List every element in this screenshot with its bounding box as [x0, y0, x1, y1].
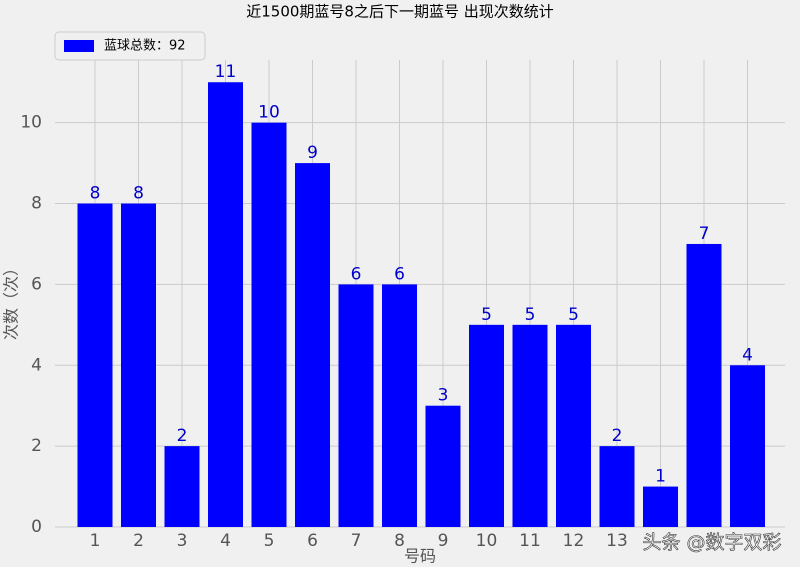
y-tick-label: 4 [31, 355, 42, 375]
legend-box [54, 31, 206, 61]
x-tick-label: 11 [519, 531, 541, 551]
bar [730, 365, 765, 527]
bar [77, 203, 113, 527]
watermark: 头条 @数字双彩 [642, 532, 781, 554]
y-tick-label: 2 [31, 436, 42, 456]
chart-title: 近1500期蓝号8之后下一期蓝号 出现次数统计 [246, 3, 554, 21]
value-label: 5 [481, 305, 492, 325]
x-tick-label: 13 [606, 531, 628, 551]
bar [338, 284, 374, 527]
x-tick-label: 3 [177, 531, 188, 551]
bars: 8 8 2 11 10 9 6 6 3 5 5 5 2 1 7 4 [77, 62, 765, 528]
value-label: 8 [90, 184, 101, 204]
value-label: 5 [568, 305, 579, 325]
legend: 蓝球总数：92 [54, 31, 206, 61]
value-label: 10 [258, 103, 280, 123]
bar [556, 324, 591, 527]
bar [164, 446, 200, 527]
bar [251, 122, 287, 528]
bar [469, 324, 504, 527]
bar [121, 203, 156, 527]
y-tick-label: 6 [31, 274, 42, 294]
legend-label: 蓝球总数：92 [104, 39, 186, 54]
value-label: 2 [612, 426, 623, 446]
y-tick-label: 8 [31, 194, 42, 214]
value-label: 1 [655, 467, 666, 487]
value-label: 11 [215, 62, 237, 82]
bar [425, 405, 461, 527]
bar [295, 163, 330, 528]
value-label: 7 [699, 224, 710, 244]
y-axis-label: 次数（次） [2, 260, 21, 340]
value-label: 6 [351, 264, 362, 284]
value-label: 8 [133, 184, 144, 204]
x-tick-label: 2 [133, 531, 144, 551]
y-tick-label: 0 [31, 517, 42, 537]
bar [382, 284, 417, 527]
bar [208, 82, 243, 527]
x-tick-label: 9 [438, 531, 449, 551]
x-tick-label: 8 [394, 531, 405, 551]
bar [599, 446, 635, 527]
x-tick-label: 12 [563, 531, 585, 551]
value-label: 2 [177, 426, 188, 446]
legend-swatch [64, 40, 94, 52]
x-tick-label: 1 [90, 531, 101, 551]
value-label: 9 [307, 143, 318, 163]
x-axis-label: 号码 [404, 547, 436, 566]
bar [643, 486, 678, 527]
x-tick-label: 7 [351, 531, 362, 551]
x-tick-label: 4 [220, 531, 231, 551]
x-tick-label: 6 [307, 531, 318, 551]
value-label: 6 [394, 264, 405, 284]
value-label: 4 [742, 345, 753, 365]
bar [512, 324, 548, 527]
value-label: 3 [438, 386, 449, 406]
y-tick-label: 10 [20, 113, 42, 133]
value-label: 5 [525, 305, 536, 325]
bar [686, 243, 722, 527]
x-tick-label: 5 [264, 531, 275, 551]
x-tick-label: 10 [476, 531, 498, 551]
